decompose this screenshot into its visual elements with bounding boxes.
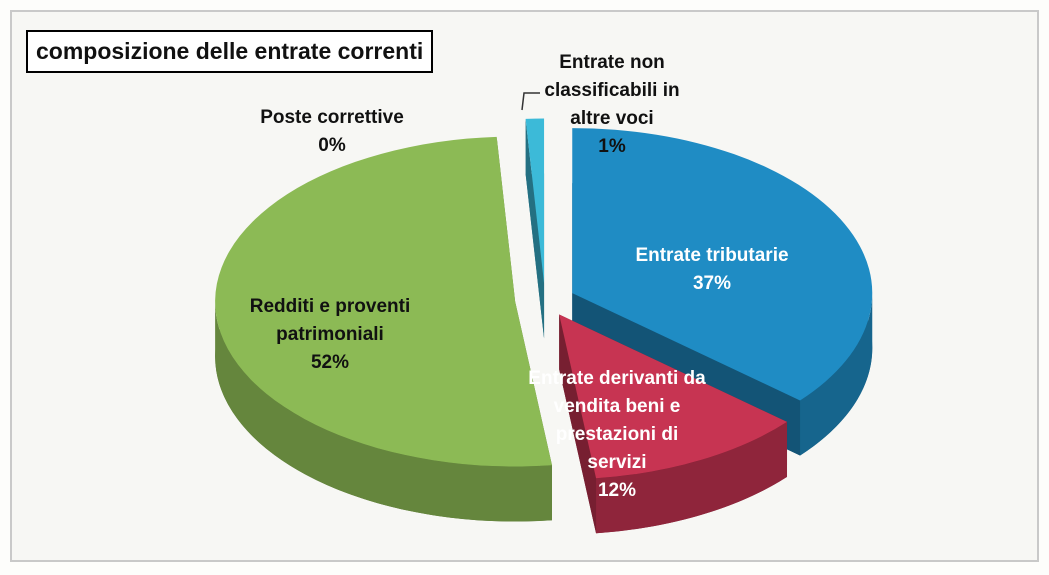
slice-side [559,314,597,534]
pie-slice [215,136,552,467]
slice-wall [800,293,873,456]
slice-label: Poste correttive 0% [232,104,432,160]
pie-slice [559,314,788,479]
pie-slice [525,118,545,284]
pie-slice [572,128,873,401]
slice-label: Entrate tributarie 37% [612,242,812,298]
slice-label: Entrate derivanti da vendita beni e pres… [527,365,707,505]
category-name: Redditi e proventi patrimoniali [249,296,411,345]
value-label: 0% [318,135,346,156]
slice-wall [215,301,552,522]
value-label: 12% [597,480,637,501]
slice-side [525,118,545,339]
value-label: 37% [692,273,732,294]
category-name: Entrate non classificabili in altre voci [544,52,680,129]
slice-label: Entrate non classificabili in altre voci… [527,49,697,161]
slice-label: Redditi e proventi patrimoniali 52% [220,293,440,377]
category-name: Entrate derivanti da vendita beni e pres… [528,368,706,473]
chart-title: composizione delle entrate correnti [26,30,434,73]
slice-wall [596,421,788,534]
category-name: Entrate tributarie [635,245,789,266]
category-name: Poste correttive [260,107,404,128]
value-label: 1% [598,136,626,157]
leader-line [521,92,540,111]
value-label: 52% [310,352,350,373]
